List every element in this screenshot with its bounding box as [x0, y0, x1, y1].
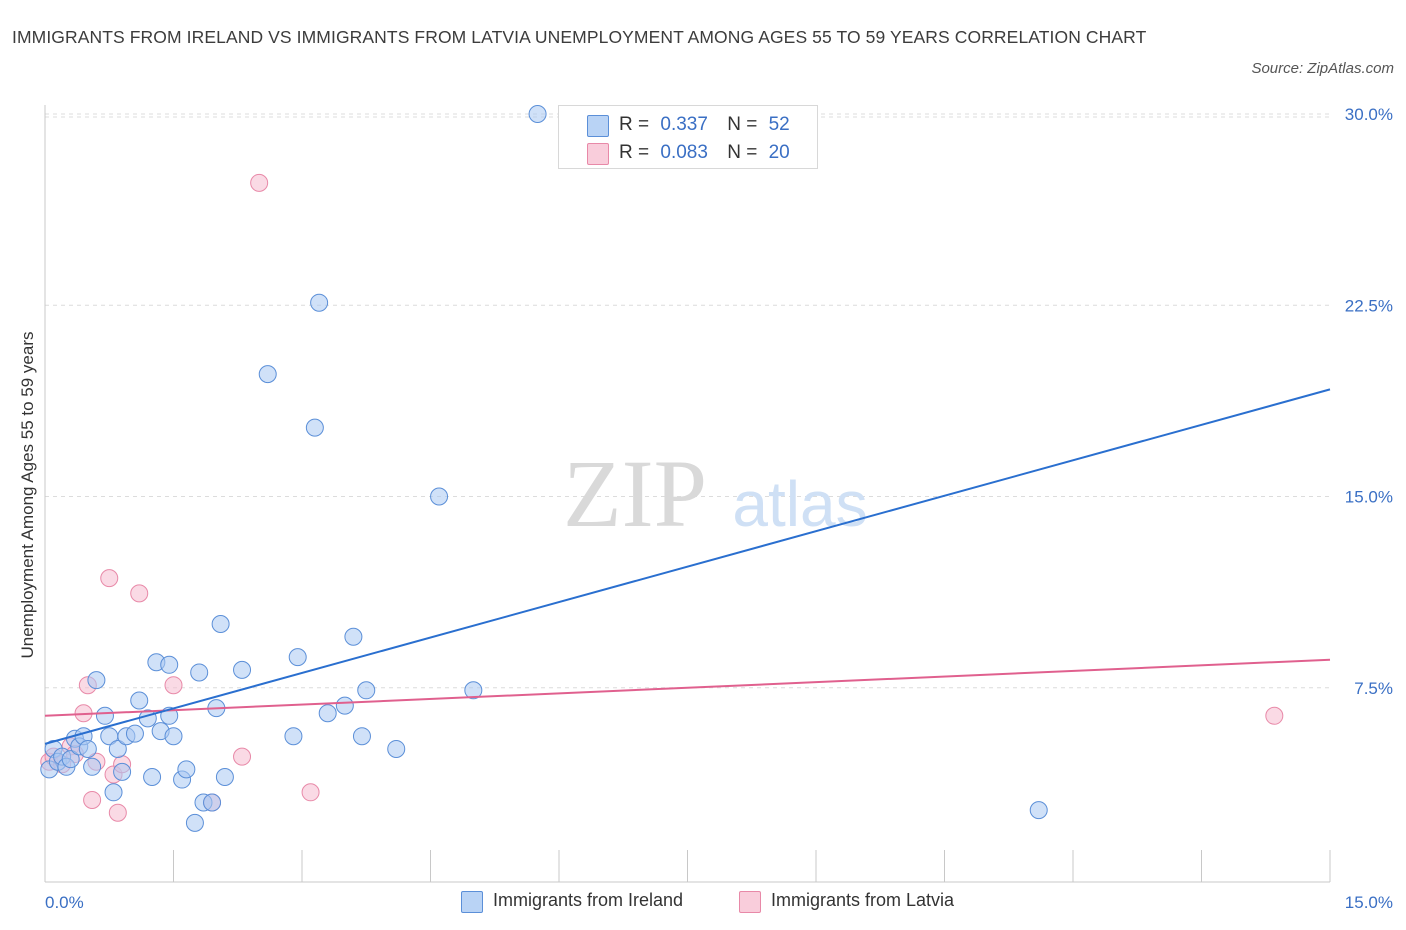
ireland-r-label: R =: [619, 114, 650, 135]
ireland-point: [87, 671, 106, 690]
ireland-point: [185, 813, 204, 832]
watermark-atlas: atlas: [732, 468, 867, 540]
ireland-point: [125, 724, 144, 743]
latvia-trend-line: [44, 658, 1331, 717]
latvia-point: [250, 173, 269, 192]
ireland-n-label: N =: [727, 114, 758, 135]
y-tick-label: 7.5%: [1354, 679, 1393, 698]
ireland-point: [108, 739, 127, 758]
ireland-trend-line: [44, 388, 1331, 745]
ireland-point: [1029, 801, 1048, 820]
ireland-point: [83, 757, 102, 776]
x-tick-label: 15.0%: [1345, 893, 1393, 912]
ireland-point: [464, 681, 483, 700]
x-tick-label: 0.0%: [45, 893, 84, 912]
ireland-points: [40, 105, 1048, 832]
ireland-point: [95, 706, 114, 725]
ireland-point: [104, 783, 123, 802]
ireland-point: [305, 418, 324, 437]
ireland-point: [203, 793, 222, 812]
trend-lines: [44, 388, 1331, 745]
latvia-point: [233, 747, 252, 766]
ireland-point: [211, 615, 230, 633]
ireland-point: [352, 727, 371, 746]
chart-title: IMMIGRANTS FROM IRELAND VS IMMIGRANTS FR…: [12, 27, 1147, 47]
y-tick-label: 30.0%: [1345, 105, 1393, 124]
ireland-point: [258, 365, 277, 384]
ireland-point: [335, 696, 354, 715]
bottom-latvia-label: Immigrants from Latvia: [771, 890, 955, 910]
latvia-point: [301, 783, 320, 802]
source-credit: Source: ZipAtlas.com: [1251, 60, 1394, 77]
axes: [44, 105, 1331, 883]
ireland-point: [344, 627, 363, 646]
ireland-point: [233, 660, 252, 679]
watermark: ZIP atlas: [563, 440, 868, 547]
latvia-swatch: [587, 143, 609, 165]
ireland-point: [387, 739, 406, 758]
ireland-point: [528, 105, 547, 123]
ireland-point: [130, 691, 149, 710]
latvia-r-label: R =: [619, 142, 650, 163]
ireland-point: [215, 768, 234, 786]
ireland-point: [113, 762, 132, 781]
stats-legend: R = 0.337 N = 52 R = 0.083 N = 20: [558, 105, 818, 169]
latvia-point: [130, 584, 149, 603]
gridlines: [45, 113, 1330, 689]
bottom-latvia-swatch: [739, 891, 761, 913]
watermark-zip: ZIP: [563, 440, 707, 547]
tick-labels: 7.5% 15.0% 22.5% 30.0% 0.0% 15.0%: [45, 105, 1393, 912]
y-tick-label: 15.0%: [1345, 488, 1393, 507]
bottom-ireland-swatch: [461, 891, 483, 913]
ireland-point: [190, 663, 209, 682]
ireland-point: [164, 727, 183, 746]
ireland-point: [143, 768, 162, 786]
ireland-point: [78, 739, 97, 758]
latvia-n-label: N =: [727, 142, 758, 163]
bottom-ireland-label: Immigrants from Ireland: [493, 890, 684, 910]
ireland-point: [430, 487, 449, 506]
latvia-point: [83, 790, 102, 809]
ireland-point: [288, 648, 307, 667]
latvia-point: [1265, 706, 1284, 725]
ireland-point: [357, 681, 376, 700]
ireland-point: [318, 704, 337, 723]
latvia-point: [164, 676, 183, 695]
ireland-r-value: 0.337: [660, 114, 708, 135]
ireland-swatch: [587, 115, 609, 137]
ireland-n-value: 52: [768, 114, 790, 135]
ireland-point: [177, 760, 196, 779]
ireland-point: [284, 727, 303, 746]
latvia-point: [108, 803, 127, 822]
ireland-point: [310, 293, 329, 312]
latvia-n-value: 20: [768, 142, 790, 163]
y-tick-label: 22.5%: [1345, 296, 1393, 315]
ireland-point: [160, 655, 179, 674]
ireland-point: [61, 750, 80, 769]
latvia-point: [100, 569, 119, 588]
latvia-r-value: 0.083: [660, 142, 708, 163]
